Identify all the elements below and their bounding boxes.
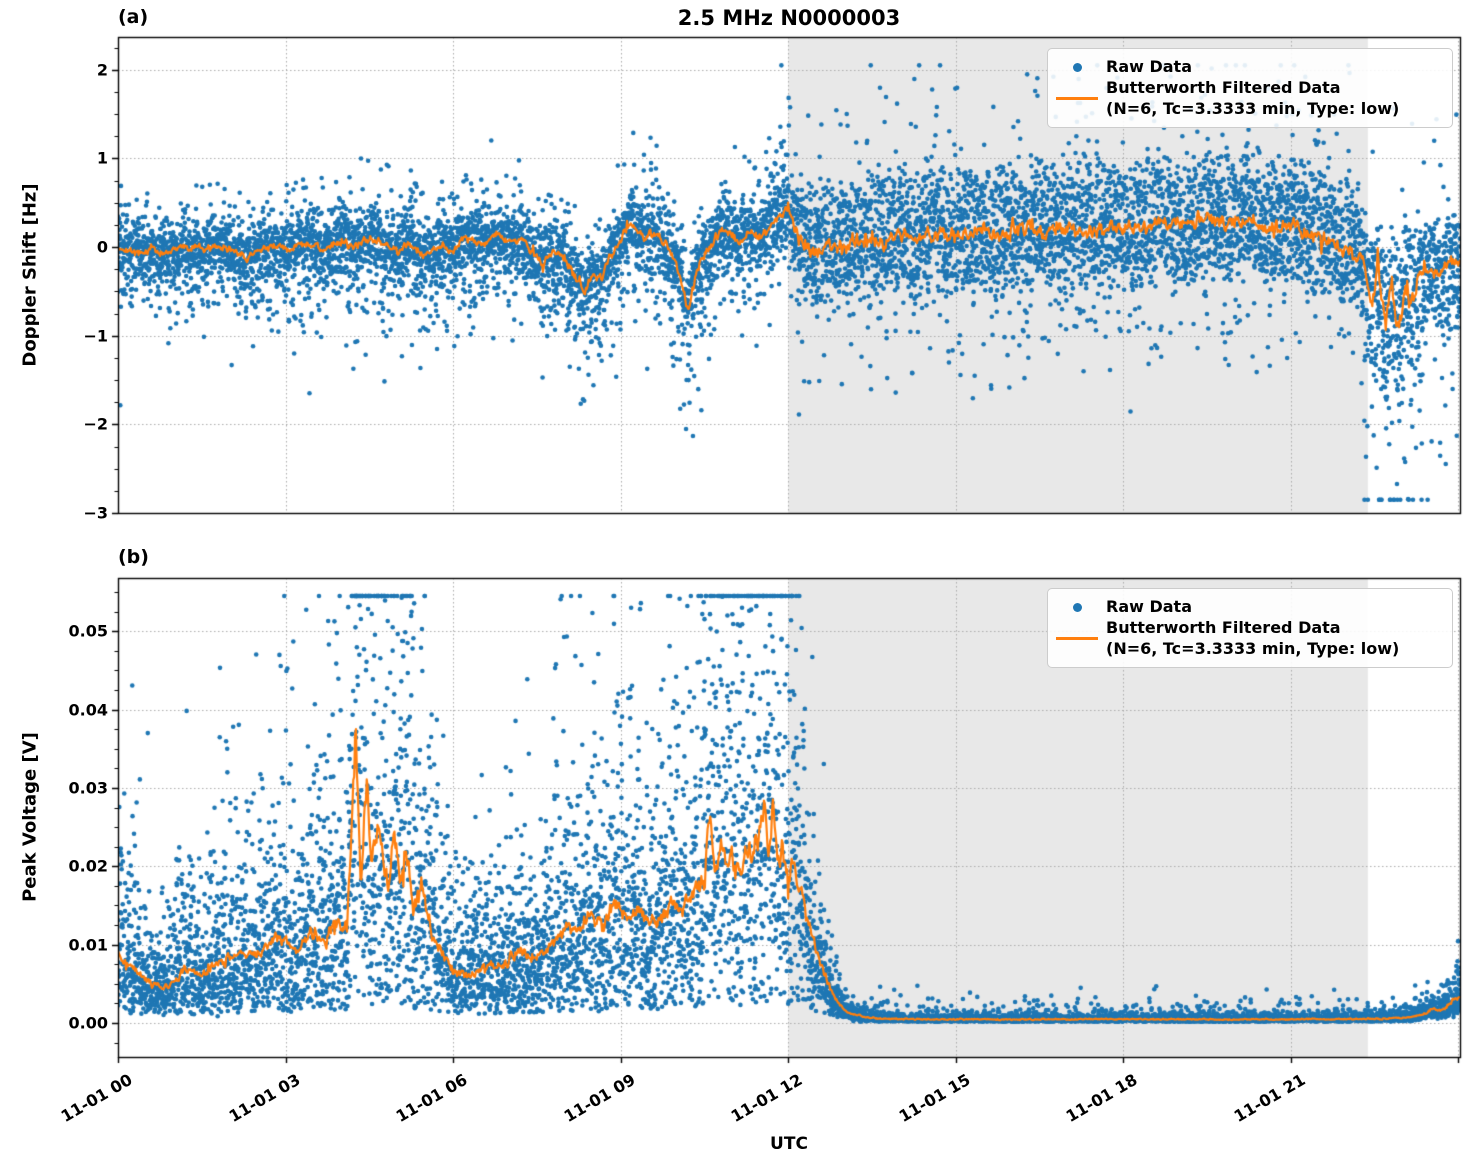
y-tick-label: 2 xyxy=(96,60,108,80)
y-tick-label: −1 xyxy=(83,326,108,346)
legend-entry-filtered: Butterworth Filtered Data (N=6, Tc=3.333… xyxy=(1048,618,1442,660)
y-tick-label: 0.02 xyxy=(68,856,108,876)
y-tick-label: −3 xyxy=(83,503,108,523)
filtered-line-icon xyxy=(1048,97,1106,101)
panel-b-ylabel: Peak Voltage [V] xyxy=(19,732,41,902)
y-tick-label: 0 xyxy=(96,237,108,257)
legend-filtered-label: Butterworth Filtered Data (N=6, Tc=3.333… xyxy=(1106,77,1400,118)
y-tick-label: 0.05 xyxy=(68,621,108,641)
legend-entry-raw: Raw Data xyxy=(1048,57,1442,78)
raw-data-marker-icon xyxy=(1048,602,1106,612)
filtered-line-icon xyxy=(1048,637,1106,641)
legend-entry-raw: Raw Data xyxy=(1048,597,1442,618)
y-tick-label: 1 xyxy=(96,148,108,168)
legend-raw-label: Raw Data xyxy=(1106,57,1192,76)
legend-panel-a: Raw Data Butterworth Filtered Data (N=6,… xyxy=(1047,48,1453,129)
panel-b-label: (b) xyxy=(118,546,149,568)
panel-a-label: (a) xyxy=(118,6,149,28)
legend-raw-label: Raw Data xyxy=(1106,597,1192,616)
x-axis-label: UTC xyxy=(770,1134,808,1154)
y-tick-label: 0.00 xyxy=(68,1013,108,1033)
y-tick-label: −2 xyxy=(83,414,108,434)
legend-filtered-label: Butterworth Filtered Data (N=6, Tc=3.333… xyxy=(1106,617,1400,658)
y-tick-label: 0.03 xyxy=(68,778,108,798)
y-tick-label: 0.01 xyxy=(68,935,108,955)
y-tick-label: 0.04 xyxy=(68,700,108,720)
raw-data-marker-icon xyxy=(1048,62,1106,72)
chart-title: 2.5 MHz N0000003 xyxy=(677,6,901,30)
legend-entry-filtered: Butterworth Filtered Data (N=6, Tc=3.333… xyxy=(1048,78,1442,120)
legend-panel-b: Raw Data Butterworth Filtered Data (N=6,… xyxy=(1047,588,1453,669)
